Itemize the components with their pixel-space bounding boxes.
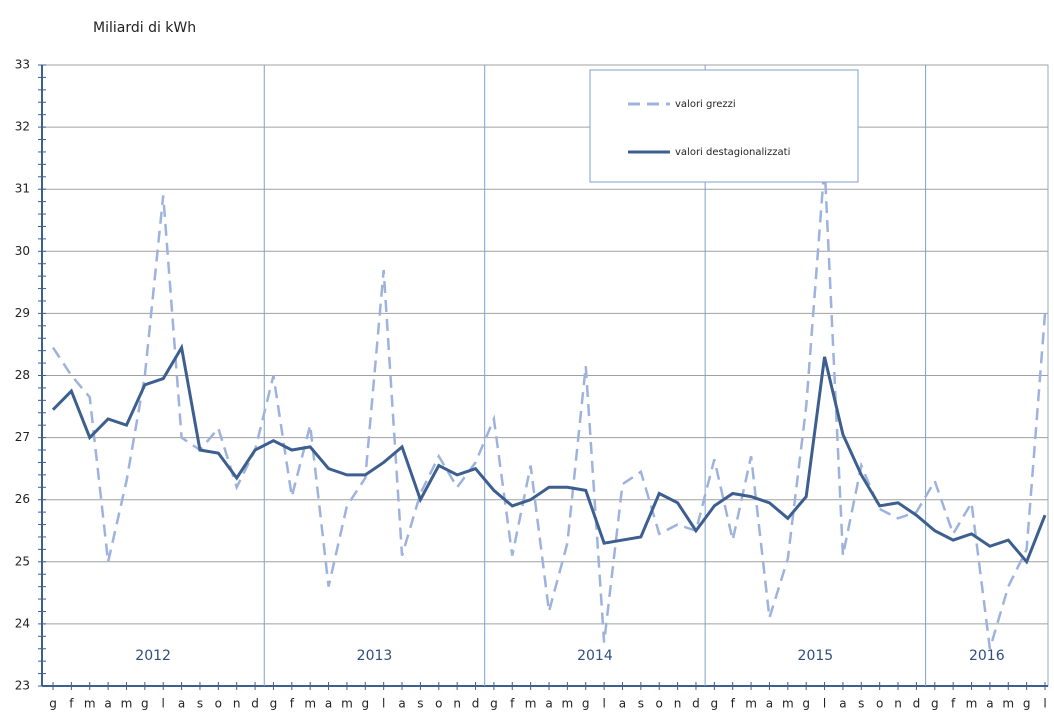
- x-tick-label: l: [1043, 697, 1046, 711]
- y-tick-label: 23: [15, 679, 30, 693]
- x-tick-label: a: [766, 697, 773, 711]
- x-tick-label: n: [453, 697, 461, 711]
- y-tick-label: 31: [15, 182, 30, 196]
- x-tick-label: l: [162, 697, 165, 711]
- x-tick-label: g: [141, 697, 149, 711]
- data-line: [51, 164, 1047, 650]
- x-tick-label: f: [951, 697, 956, 711]
- x-tick-label: n: [674, 697, 682, 711]
- x-tick-label: d: [913, 697, 921, 711]
- x-tick-label: m: [562, 697, 574, 711]
- x-tick-label: m: [304, 697, 316, 711]
- x-tick-label: m: [525, 697, 537, 711]
- x-tick-label: a: [545, 697, 552, 711]
- x-tick-label: a: [178, 697, 185, 711]
- y-tick-label: 24: [15, 616, 30, 630]
- x-tick-label: d: [692, 697, 700, 711]
- year-label: 2012: [135, 648, 171, 664]
- x-tick-label: s: [417, 697, 423, 711]
- legend-box: [589, 69, 859, 183]
- x-tick-label: a: [104, 697, 111, 711]
- x-tick-label: g: [582, 697, 590, 711]
- x-tick-label: l: [823, 697, 826, 711]
- legend-label: valori destagionalizzati: [675, 147, 790, 158]
- x-tick-label: a: [839, 697, 846, 711]
- x-tick-label: n: [894, 697, 902, 711]
- y-tick-label: 32: [15, 120, 30, 134]
- legend-label: valori grezzi: [675, 99, 736, 110]
- x-tick-label: a: [619, 697, 626, 711]
- x-tick-label: l: [602, 697, 605, 711]
- x-tick-label: m: [745, 697, 757, 711]
- year-label: 2016: [969, 648, 1005, 664]
- x-tick-label: g: [490, 697, 498, 711]
- y-tick-label: 29: [15, 306, 30, 320]
- x-tick-label: o: [876, 697, 883, 711]
- x-tick-label: m: [121, 697, 133, 711]
- y-tick-label: 25: [15, 554, 30, 568]
- x-tick-label: f: [69, 697, 74, 711]
- x-tick-label: a: [398, 697, 405, 711]
- year-label: 2013: [357, 648, 393, 664]
- chart-title: Miliardi di kWh: [93, 20, 196, 36]
- year-label: 2015: [798, 648, 834, 664]
- x-tick-label: m: [966, 697, 978, 711]
- x-tick-label: f: [510, 697, 515, 711]
- x-tick-label: f: [290, 697, 295, 711]
- x-tick-label: g: [361, 697, 369, 711]
- x-tick-label: l: [382, 697, 385, 711]
- x-tick-label: d: [472, 697, 480, 711]
- x-tick-label: m: [341, 697, 353, 711]
- data-line: [51, 343, 1047, 565]
- x-tick-label: s: [858, 697, 864, 711]
- x-tick-label: f: [731, 697, 736, 711]
- y-tick-label: 26: [15, 492, 30, 506]
- y-tick-label: 27: [15, 430, 30, 444]
- year-label: 2014: [577, 648, 613, 664]
- x-tick-label: g: [270, 697, 278, 711]
- x-tick-label: g: [931, 697, 939, 711]
- x-tick-label: g: [711, 697, 719, 711]
- x-tick-label: a: [986, 697, 993, 711]
- x-tick-label: s: [638, 697, 644, 711]
- y-tick-label: 28: [15, 368, 30, 382]
- x-tick-label: m: [1002, 697, 1014, 711]
- x-tick-label: o: [656, 697, 663, 711]
- y-tick-label: 30: [15, 244, 30, 258]
- x-tick-label: g: [49, 697, 57, 711]
- x-tick-label: d: [251, 697, 259, 711]
- y-tick-label: 33: [15, 58, 30, 72]
- x-tick-label: n: [233, 697, 241, 711]
- x-tick-label: g: [1023, 697, 1031, 711]
- x-tick-label: m: [782, 697, 794, 711]
- x-tick-label: o: [435, 697, 442, 711]
- x-tick-label: g: [802, 697, 810, 711]
- x-tick-label: o: [215, 697, 222, 711]
- x-tick-label: s: [197, 697, 203, 711]
- x-tick-label: m: [84, 697, 96, 711]
- x-tick-label: a: [325, 697, 332, 711]
